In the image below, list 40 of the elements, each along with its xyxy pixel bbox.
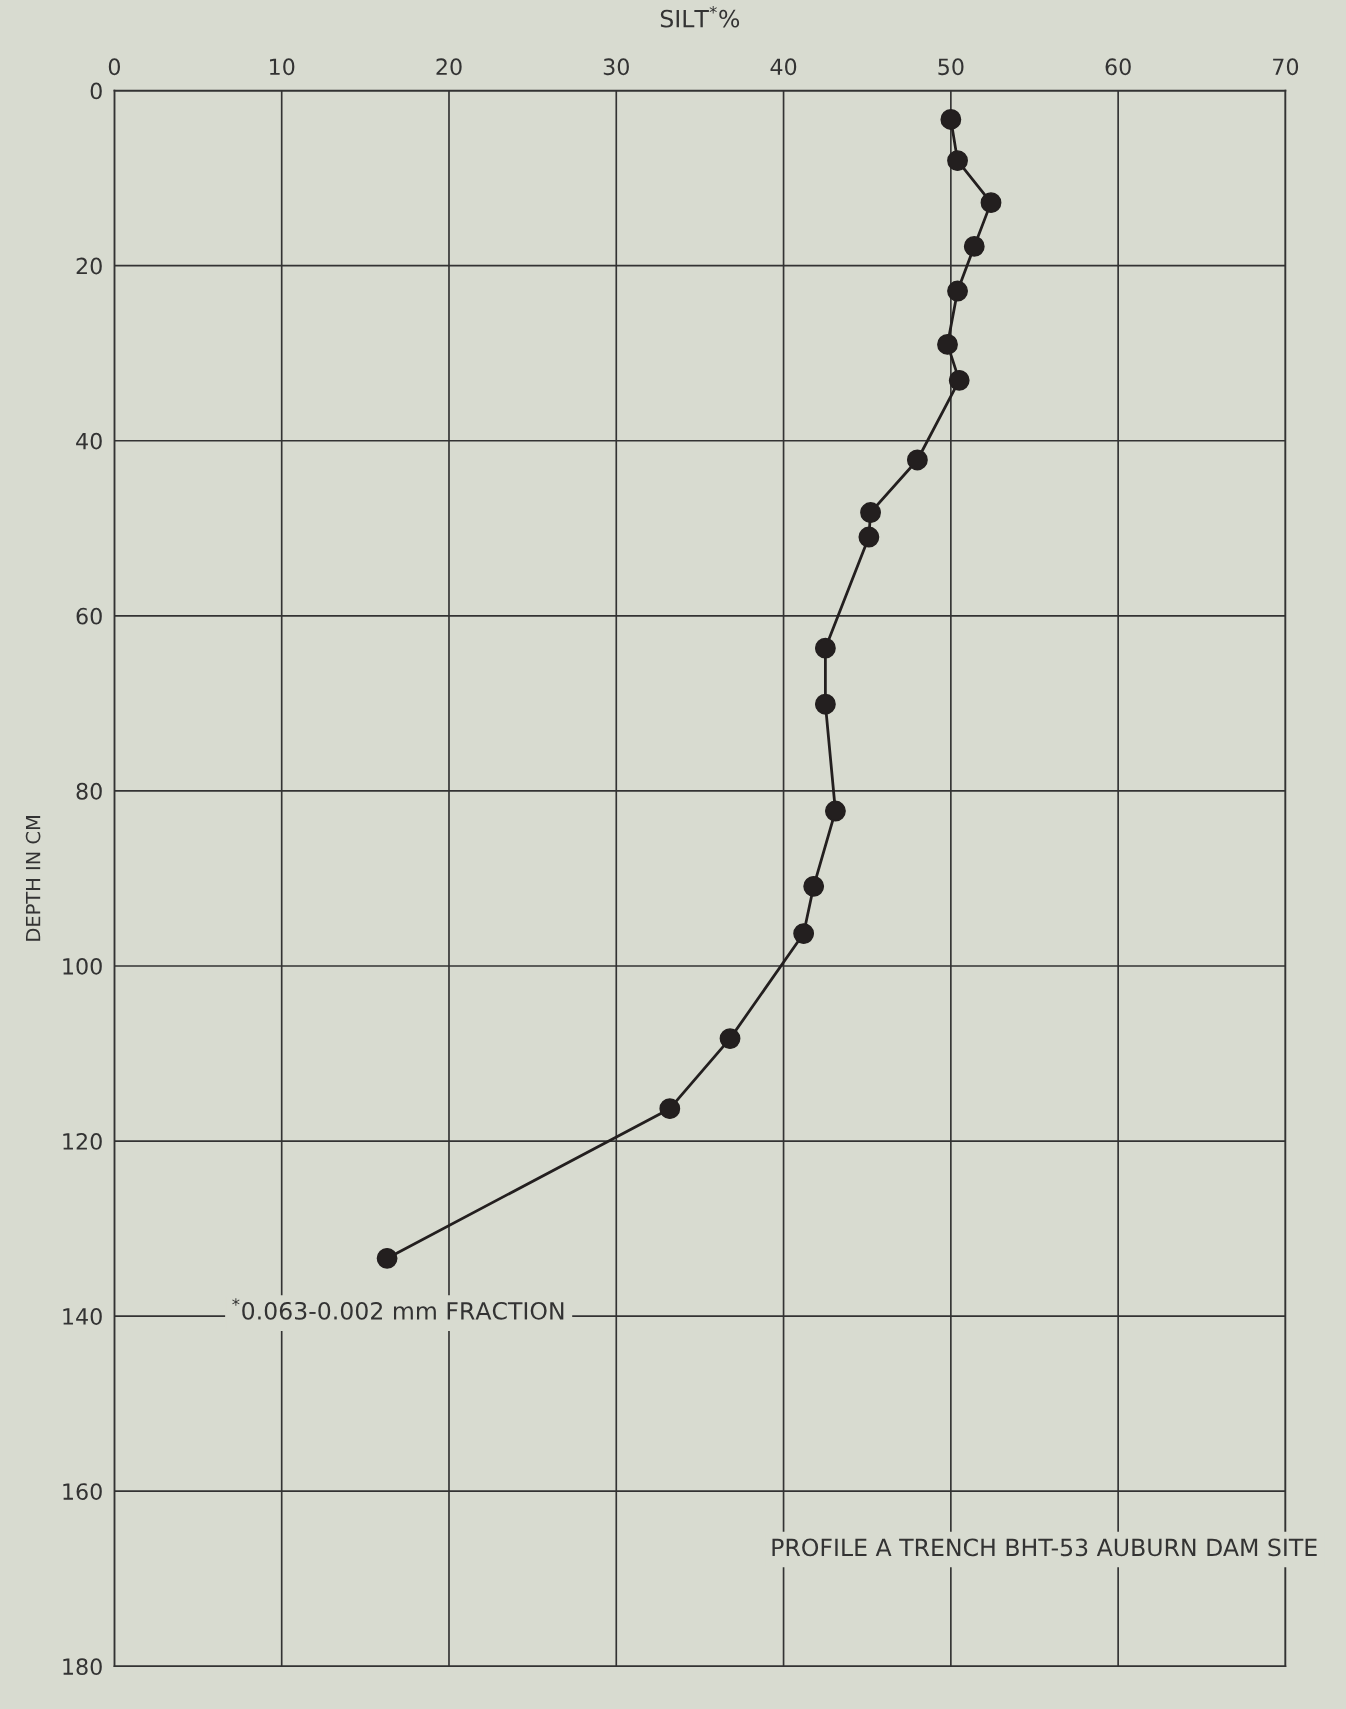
point	[947, 150, 968, 172]
point	[937, 334, 958, 355]
y-tick-label: 0	[90, 82, 102, 100]
x-tick-label: 70	[1273, 58, 1299, 76]
point	[906, 449, 928, 471]
y-tick-label: 20	[76, 257, 102, 275]
point	[814, 637, 836, 659]
x-tick-label: 50	[938, 58, 964, 76]
annotation: PROFILE A TRENCH BHT-53 AUBURN DAM SITE	[772, 1538, 1317, 1557]
x-tick-label: 0	[108, 58, 120, 76]
point	[793, 923, 815, 944]
annotation: $^{*}$0.063-0.002 mm FRACTION	[232, 1298, 564, 1320]
point	[858, 526, 880, 548]
point	[940, 109, 962, 130]
point	[719, 1028, 741, 1050]
y-tick-label: 160	[63, 1483, 102, 1500]
point	[659, 1098, 681, 1120]
y-tick-label: 120	[63, 1132, 102, 1150]
y-tick-label: 80	[76, 782, 102, 800]
point	[803, 875, 825, 897]
x-tick-label: 20	[436, 58, 462, 76]
y-tick-label: 180	[63, 1658, 102, 1676]
point	[947, 280, 968, 302]
point	[825, 800, 846, 822]
y-tick-label: 140	[63, 1308, 102, 1325]
x-tick-label: 30	[603, 58, 629, 76]
y-tick-label: 60	[76, 607, 102, 625]
y-tick-label: 40	[76, 432, 102, 450]
x-axis-title: SILT$^{*}$%	[660, 5, 740, 28]
y-axis-title: DEPTH IN CM	[25, 816, 41, 941]
point	[860, 502, 881, 523]
x-tick-label: 10	[270, 58, 295, 76]
x-tick-label: 40	[770, 58, 797, 76]
point	[814, 693, 836, 715]
x-tick-label: 60	[1105, 58, 1131, 76]
point	[948, 369, 970, 391]
point	[980, 192, 1002, 214]
point	[963, 235, 985, 257]
y-tick-label: 100	[63, 957, 102, 975]
point	[376, 1247, 398, 1269]
